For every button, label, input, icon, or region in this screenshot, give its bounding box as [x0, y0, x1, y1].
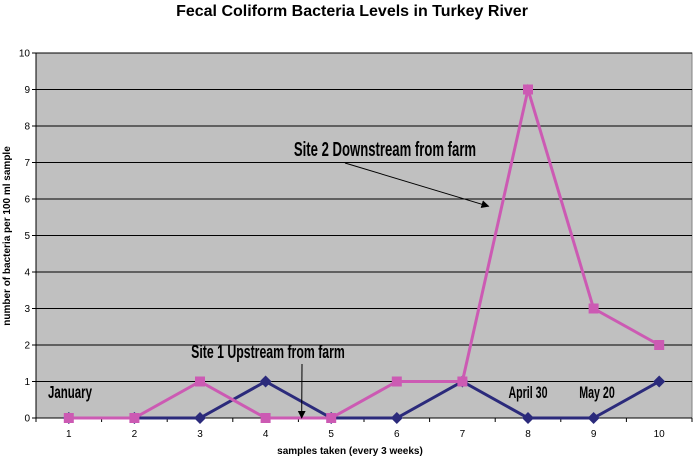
y-tick-label: 10 — [19, 49, 31, 60]
y-tick-label: 4 — [24, 268, 30, 279]
y-tick-label: 3 — [24, 304, 30, 315]
y-tick-label: 2 — [24, 341, 30, 352]
series-2-point — [391, 376, 402, 387]
y-tick-label: 6 — [24, 195, 30, 206]
series-2-point — [654, 340, 665, 350]
series-1-point — [259, 375, 272, 388]
series-1-point — [587, 412, 600, 424]
series-2-point — [195, 376, 205, 387]
series-1-line — [68, 379, 660, 420]
x-tick-label: 2 — [132, 429, 138, 440]
series-1-point — [653, 375, 666, 388]
grid-lines — [36, 52, 692, 382]
series-2-point — [63, 413, 74, 423]
series-1-point — [194, 412, 206, 424]
x-tick-label: 3 — [197, 429, 203, 440]
y-tick-label: 9 — [24, 85, 30, 96]
annotation-layer: Site 2 Downstream from farm Site 1 Upstre… — [48, 138, 615, 419]
x-tick-label: 9 — [591, 429, 597, 440]
series-1-point — [390, 412, 403, 424]
x-tick-label: 8 — [525, 429, 531, 440]
annotation-may20: May 20 — [579, 384, 615, 402]
y-tick-label: 7 — [24, 158, 30, 169]
x-tick-label: 4 — [263, 429, 269, 440]
annotation-april30: April 30 — [508, 384, 547, 402]
annotation-site1: Site 1 Upstream from farm — [191, 343, 345, 363]
series-2-point — [260, 413, 271, 423]
x-tick-label: 10 — [654, 429, 666, 440]
series-2-point — [326, 413, 337, 423]
x-axis-label: samples taken (every 3 weeks) — [277, 446, 423, 457]
series-2-point — [588, 303, 599, 314]
x-tick-label: 1 — [66, 429, 72, 440]
series-2-point — [457, 376, 468, 387]
annotation-january: January — [48, 384, 93, 403]
series-2 — [63, 83, 665, 423]
y-axis-label: number of bacteria per 100 ml sample — [2, 146, 13, 326]
x-tick-label: 7 — [460, 429, 466, 440]
series-2-point — [523, 84, 533, 95]
y-tick-label: 1 — [24, 377, 30, 388]
series-2-point — [129, 413, 140, 423]
annotation-site2-arrow — [344, 162, 490, 209]
y-tick-label: 8 — [24, 122, 30, 133]
y-tick-label: 0 — [24, 414, 30, 425]
series-1-point — [522, 412, 534, 424]
chart-title: Fecal Coliform Bacteria Levels in Turkey… — [176, 3, 528, 20]
series-2-line — [68, 83, 660, 420]
y-axis-ticks: 0 1 2 3 4 5 6 7 8 9 10 — [19, 49, 37, 425]
annotation-site2: Site 2 Downstream from farm — [294, 138, 476, 160]
series-layer — [62, 83, 666, 424]
y-tick-label: 5 — [24, 231, 30, 242]
x-tick-label: 5 — [328, 429, 334, 440]
x-tick-label: 6 — [394, 429, 400, 440]
